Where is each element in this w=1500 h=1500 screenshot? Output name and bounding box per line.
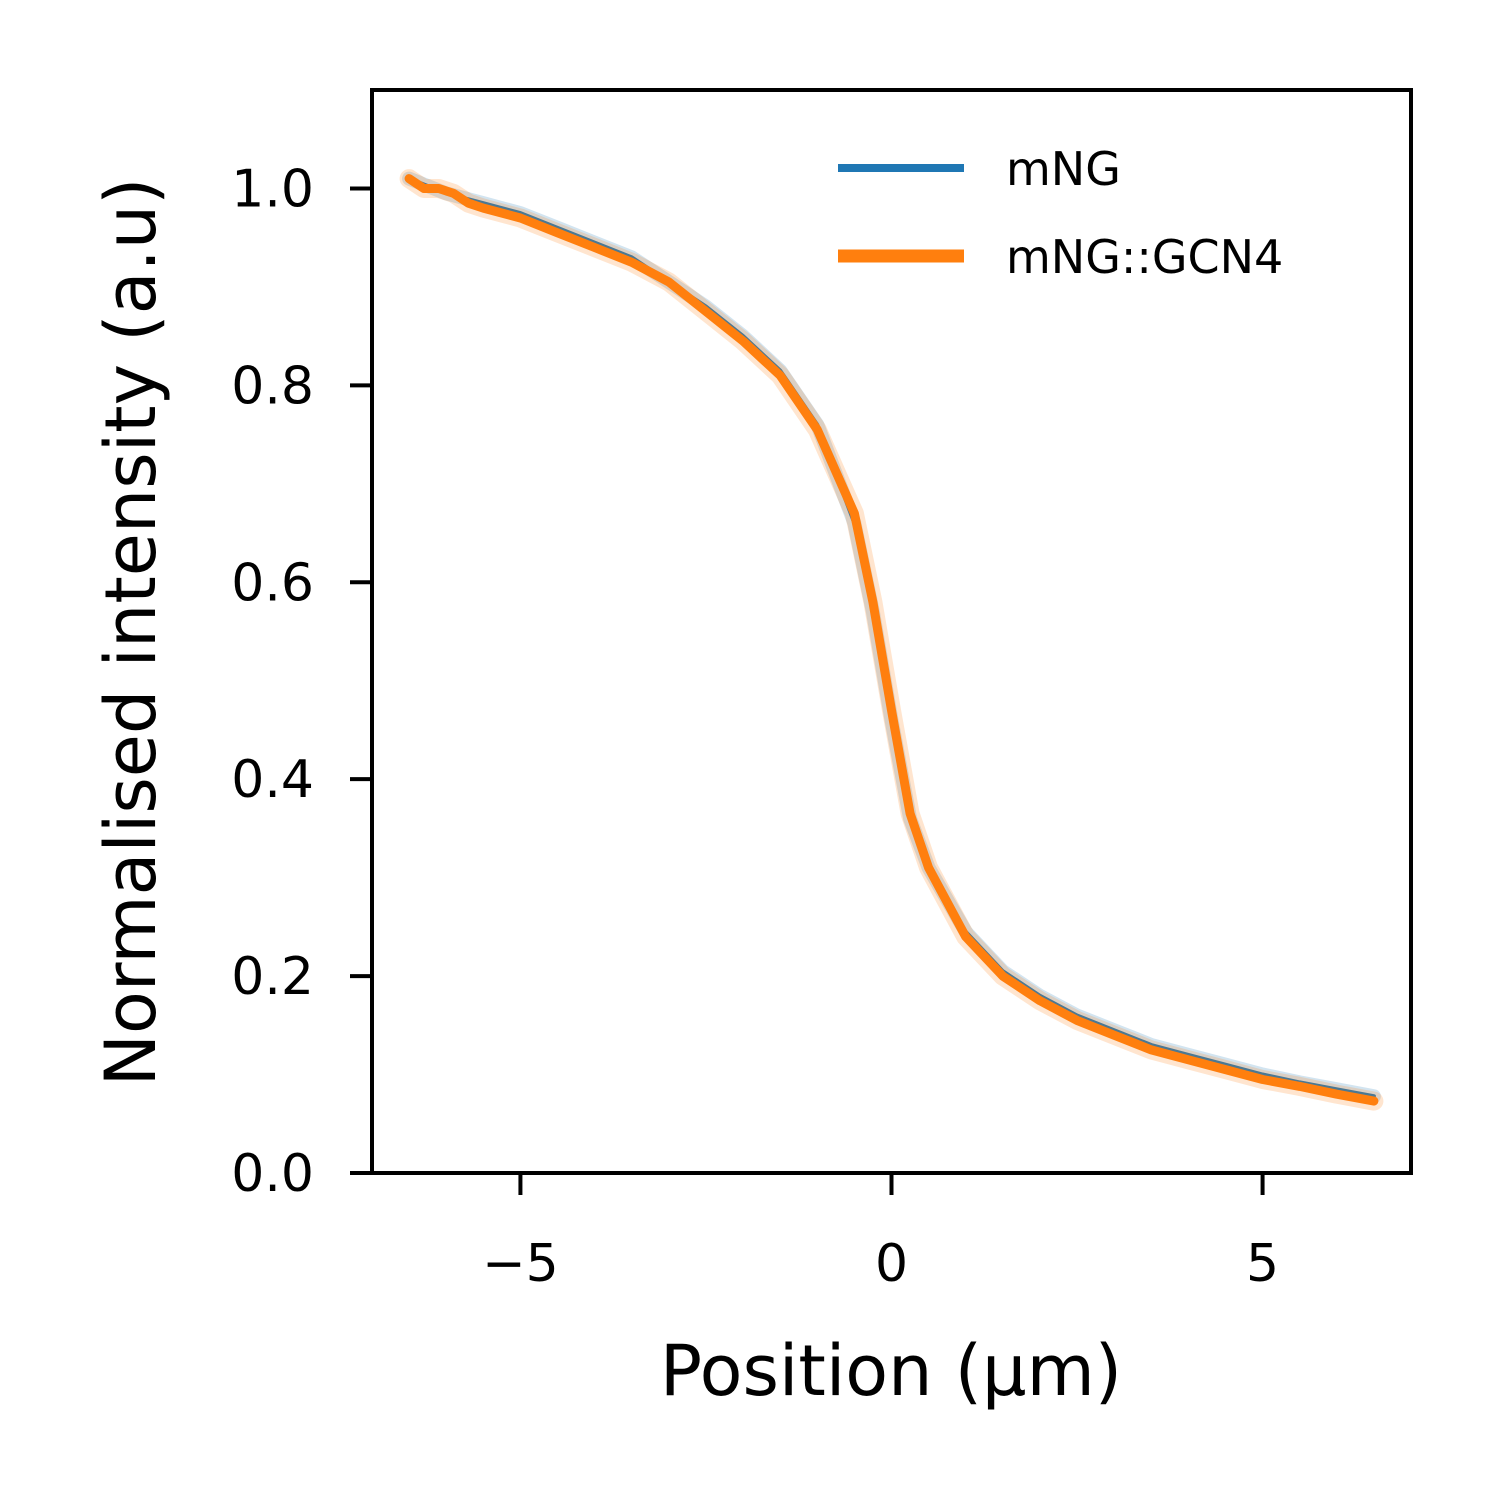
x-tick-label: −5 xyxy=(482,1234,559,1294)
y-tick-label: 0.2 xyxy=(231,947,314,1007)
y-tick-label: 1.0 xyxy=(231,159,314,219)
y-tick-label: 0.0 xyxy=(231,1144,314,1204)
y-tick-label: 0.6 xyxy=(231,553,314,613)
series-layer xyxy=(399,169,1384,1111)
legend-label-1: mNG::GCN4 xyxy=(1006,230,1283,284)
x-tick-label: 0 xyxy=(875,1234,908,1294)
y-tick-label: 0.4 xyxy=(231,750,314,810)
legend-label-0: mNG xyxy=(1006,142,1121,196)
series-line-1 xyxy=(404,174,1379,1106)
x-tick-label: 5 xyxy=(1246,1234,1279,1294)
y-axis: 0.0 0.2 0.4 0.6 0.8 1.0 xyxy=(231,159,372,1204)
y-tick-label: 0.8 xyxy=(231,356,314,416)
x-axis: −5 0 5 xyxy=(482,1173,1279,1294)
x-axis-title: Position (µm) xyxy=(660,1330,1122,1412)
y-axis-title: Normalised intensity (a.u) xyxy=(90,178,172,1087)
